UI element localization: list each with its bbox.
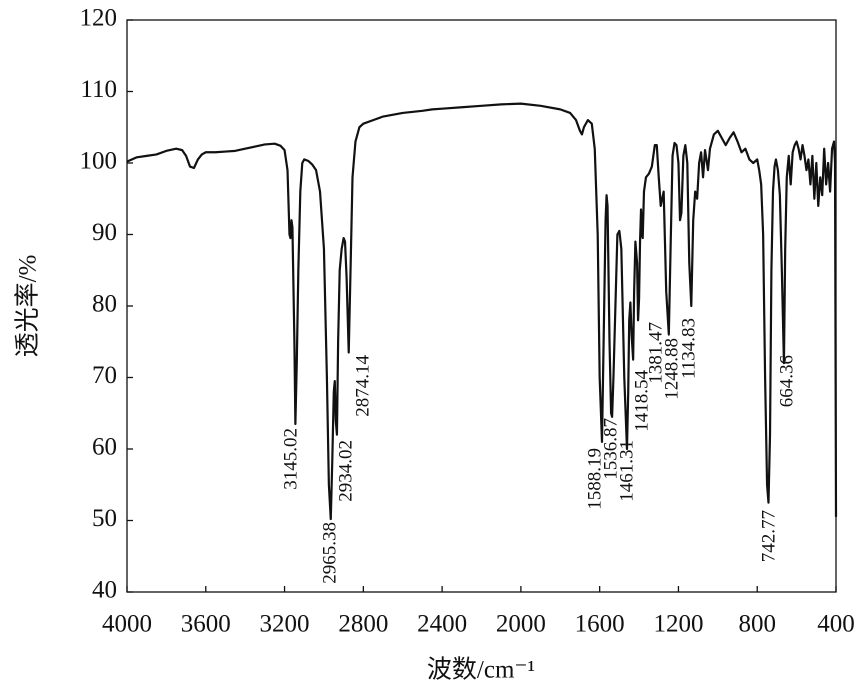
peak-label: 1536.87 <box>600 418 621 480</box>
peak-label: 2874.14 <box>352 355 373 417</box>
x-tick-label: 2000 <box>496 611 546 638</box>
y-tick-label: 90 <box>92 219 117 246</box>
peak-label: 1381.47 <box>645 322 666 384</box>
y-tick-label: 70 <box>92 362 117 389</box>
peak-label: 1248.88 <box>661 338 682 400</box>
peak-label: 2934.02 <box>335 440 356 502</box>
y-tick-label: 110 <box>80 76 117 103</box>
peak-label: 1134.83 <box>678 318 699 379</box>
y-tick-label: 60 <box>92 434 117 461</box>
x-tick-label: 4000 <box>102 611 152 638</box>
x-tick-label: 1200 <box>653 611 703 638</box>
y-axis-title: 透光率/% <box>14 255 42 358</box>
y-tick-label: 100 <box>80 148 118 175</box>
spectrum-line <box>126 102 838 521</box>
peak-label: 3145.02 <box>280 428 301 490</box>
y-tick-label: 50 <box>92 505 117 532</box>
x-tick-label: 400 <box>817 611 855 638</box>
peak-label: 1588.19 <box>584 448 605 510</box>
peak-label: 2965.38 <box>319 522 340 584</box>
x-tick-label: 2800 <box>338 611 388 638</box>
x-tick-label: 1600 <box>575 611 625 638</box>
peak-label: 742.77 <box>758 510 779 562</box>
y-tick-label: 80 <box>92 291 117 318</box>
peak-label: 664.36 <box>776 355 797 407</box>
x-tick-label: 3200 <box>260 611 310 638</box>
x-axis-title: 波数/cm⁻¹ <box>427 656 535 684</box>
peak-label: 1418.54 <box>631 370 652 432</box>
y-tick-label: 40 <box>92 577 117 604</box>
peak-label: 1461.31 <box>616 440 637 502</box>
y-tick-label: 120 <box>80 5 118 32</box>
x-tick-label: 3600 <box>181 611 231 638</box>
x-tick-label: 2400 <box>417 611 467 638</box>
x-tick-label: 800 <box>738 611 776 638</box>
